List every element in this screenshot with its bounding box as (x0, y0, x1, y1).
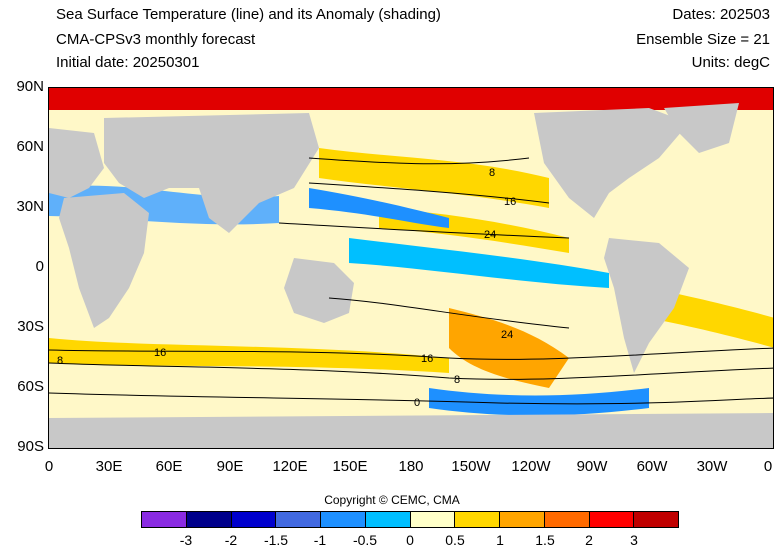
lon-label: 120E (272, 458, 308, 475)
lon-label: 0 (763, 458, 773, 475)
lon-label: 0 (44, 458, 54, 475)
contour-8-south (49, 362, 773, 380)
southern-warm-band (49, 338, 449, 373)
lon-label: 90W (576, 458, 608, 475)
contour-label: 8 (57, 355, 63, 367)
kuroshio-warm-band (319, 148, 549, 208)
colorbar-label: 1.5 (535, 532, 555, 548)
europe (49, 128, 104, 198)
forecast-dates: Dates: 202503 (672, 6, 770, 23)
colorbar-swatch (544, 512, 590, 527)
lat-label-eq: 0 (35, 258, 44, 275)
colorbar-swatch (186, 512, 232, 527)
north-america (534, 108, 689, 218)
lon-label: 90E (216, 458, 244, 475)
greenland (664, 103, 739, 153)
lon-label: 30E (95, 458, 123, 475)
map-title: Sea Surface Temperature (line) and its A… (56, 6, 441, 23)
contour-24-north (278, 222, 570, 239)
lon-label: 180 (398, 458, 424, 475)
contour-label-group: 8 16 24 24 16 8 8 16 0 (57, 167, 516, 409)
lon-label: 120W (511, 458, 551, 475)
colorbar-label: 0.5 (445, 532, 465, 548)
colorbar-swatch (276, 512, 321, 527)
map-frame: 8 16 24 24 16 8 8 16 0 (48, 87, 774, 449)
south-america (604, 238, 689, 373)
colorbar-label: -2 (224, 532, 238, 548)
contour-label: 0 (414, 397, 420, 409)
lon-label: 60E (155, 458, 183, 475)
southern-ocean-cool-band (429, 388, 649, 416)
land-masses (49, 103, 773, 448)
colorbar (141, 511, 679, 528)
south-atlantic-warm-band (649, 288, 773, 348)
colorbar-label: -0.5 (352, 532, 378, 548)
lat-label-30s: 30S (17, 318, 44, 335)
africa (59, 193, 149, 328)
lon-label: 150W (451, 458, 491, 475)
contour-8-north (308, 157, 530, 165)
antarctica (49, 413, 773, 448)
units-label: Units: degC (691, 54, 770, 71)
colorbar-swatch (634, 512, 678, 527)
lat-label-60n: 60N (16, 138, 44, 155)
contour-label: 24 (484, 229, 496, 241)
contour-label: 16 (504, 196, 516, 208)
contour-0-south (49, 392, 773, 405)
contour-24-south (328, 297, 570, 329)
colorbar-swatch (142, 512, 187, 527)
lat-label-30n: 30N (16, 198, 44, 215)
ensemble-size: Ensemble Size = 21 (636, 31, 770, 48)
lat-label-90s: 90S (17, 438, 44, 455)
north-pacific-cool-band (309, 188, 449, 228)
colorbar-swatch (410, 512, 456, 527)
contour-label: 8 (454, 374, 460, 386)
contour-label: 24 (501, 329, 513, 341)
lat-label-90n: 90N (16, 78, 44, 95)
australia (284, 258, 354, 323)
colorbar-swatch (365, 512, 411, 527)
eurasia (104, 113, 319, 233)
lon-label: 60W (636, 458, 668, 475)
lon-label: 150E (332, 458, 368, 475)
colorbar-swatch (589, 512, 635, 527)
south-pacific-warm-patch (449, 308, 569, 388)
equatorial-pacific-cool-band (349, 238, 609, 288)
colorbar-label: -1.5 (263, 532, 289, 548)
copyright-notice: Copyright © CEMC, CMA (324, 493, 460, 507)
colorbar-swatch (500, 512, 545, 527)
colorbar-label: -3 (179, 532, 193, 548)
initial-date: Initial date: 20250301 (56, 54, 200, 71)
map-subtitle: CMA-CPSv3 monthly forecast (56, 31, 256, 48)
contour-label: 16 (154, 347, 166, 359)
contour-16-south (49, 347, 773, 360)
contour-label: 8 (489, 167, 495, 179)
colorbar-label: 2 (585, 532, 593, 548)
colorbar-label: 1 (496, 532, 504, 548)
colorbar-label: 3 (630, 532, 638, 548)
colorbar-swatch (321, 512, 366, 527)
contour-label: 16 (421, 353, 433, 365)
colorbar-label: -1 (313, 532, 327, 548)
lat-label-60s: 60S (17, 378, 44, 395)
arctic-warm-anomaly (49, 88, 773, 110)
sst-anomaly-map: 8 16 24 24 16 8 8 16 0 (49, 88, 773, 448)
colorbar-swatch (231, 512, 277, 527)
colorbar-label: 0 (406, 532, 414, 548)
colorbar-swatch (455, 512, 500, 527)
contour-16-north (308, 182, 550, 204)
sst-contours (49, 157, 773, 405)
lon-label: 30W (696, 458, 728, 475)
